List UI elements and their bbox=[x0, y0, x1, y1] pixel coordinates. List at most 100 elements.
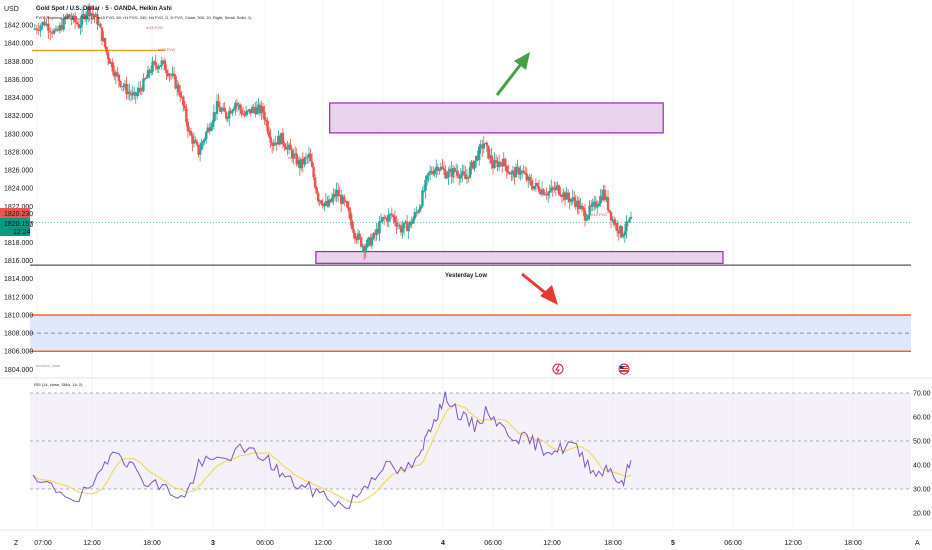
candle-body bbox=[393, 216, 397, 223]
symbol-title[interactable]: Gold Spot / U.S. Dollar · 5 · OANDA, Hei… bbox=[36, 6, 172, 12]
candle-body bbox=[479, 144, 482, 147]
blue-band-zone[interactable] bbox=[30, 314, 911, 352]
price-pane[interactable] bbox=[30, 0, 911, 375]
candle-body bbox=[468, 167, 472, 178]
candle-body bbox=[614, 222, 617, 225]
candle-body bbox=[45, 23, 48, 26]
candle-body bbox=[392, 215, 395, 217]
candle-body bbox=[445, 177, 449, 179]
candle-body bbox=[402, 222, 406, 229]
yesterday-low-zone[interactable] bbox=[315, 250, 724, 264]
candle-body bbox=[508, 172, 512, 175]
candle-body bbox=[315, 187, 318, 194]
price-tick-label: 1810.000 bbox=[4, 312, 33, 319]
candle-body bbox=[525, 173, 528, 181]
rsi-tick-label: 50.00 bbox=[913, 439, 931, 446]
candle-body bbox=[605, 197, 608, 200]
candle-body bbox=[620, 226, 623, 237]
time-axis[interactable]: 07:00 12:00 18:00 3 06:00 12:00 18:00 4 06:00 12:… bbox=[34, 540, 862, 547]
candle-body bbox=[390, 213, 393, 216]
candle-body bbox=[79, 24, 82, 28]
candlestick-series[interactable] bbox=[33, 3, 633, 261]
candle-body bbox=[197, 144, 200, 155]
candle-body bbox=[110, 62, 113, 64]
candle-body bbox=[106, 52, 110, 59]
candle-body bbox=[432, 173, 435, 175]
candle-body bbox=[513, 170, 516, 178]
rsi-ma-line[interactable] bbox=[32, 404, 632, 504]
candle-body bbox=[156, 65, 159, 69]
candle-body bbox=[313, 177, 317, 188]
candle-body bbox=[511, 170, 515, 173]
candle-body bbox=[619, 226, 622, 234]
time-tick-label: 06:00 bbox=[256, 540, 274, 547]
candle-body bbox=[312, 166, 315, 178]
price-axis[interactable]: 1842.000 1840.000 1838.000 1836.000 1834.000… bbox=[4, 23, 33, 374]
candle-body bbox=[603, 189, 607, 200]
candle-body bbox=[215, 101, 219, 114]
candle-body bbox=[336, 189, 340, 197]
candle-body bbox=[205, 132, 208, 139]
candle-body bbox=[381, 217, 384, 221]
candle-body bbox=[105, 47, 108, 53]
candle-body bbox=[565, 192, 568, 200]
price-badge-green: 1820.157 12:24 bbox=[0, 218, 33, 236]
candle-body bbox=[404, 221, 407, 223]
candle-body bbox=[629, 216, 633, 219]
candle-body bbox=[359, 237, 363, 247]
candle-body bbox=[356, 233, 360, 240]
candle-body bbox=[211, 122, 214, 128]
candle-body bbox=[591, 203, 594, 207]
time-tick-label: 3 bbox=[211, 540, 215, 547]
candle-body bbox=[249, 109, 252, 114]
candle-body bbox=[461, 171, 464, 175]
candle-body bbox=[577, 200, 581, 210]
candle-body bbox=[286, 146, 289, 150]
candle-body bbox=[455, 170, 458, 172]
candle-body bbox=[378, 221, 381, 234]
candle-body bbox=[260, 106, 263, 114]
candle-body bbox=[623, 231, 627, 235]
candle-body bbox=[120, 86, 124, 88]
candle-body bbox=[540, 189, 544, 195]
us-flag-icon[interactable] bbox=[618, 363, 630, 375]
candle-body bbox=[519, 172, 522, 175]
candle-body bbox=[386, 217, 389, 222]
rsi-levels bbox=[30, 392, 911, 490]
candle-body bbox=[143, 78, 147, 80]
indicator-line[interactable]: FVG (Naphew_BB, 1, 1, FVG, 15, m15 FVG, … bbox=[36, 15, 252, 20]
arrow-up-icon[interactable] bbox=[495, 52, 530, 96]
arrow-down-icon[interactable] bbox=[521, 272, 558, 305]
candle-body bbox=[146, 69, 150, 78]
candle-body bbox=[192, 140, 196, 144]
event-flash-icon[interactable] bbox=[552, 363, 564, 375]
rsi-line[interactable] bbox=[32, 391, 632, 509]
candle-body bbox=[93, 15, 96, 17]
time-tick-label: 12:00 bbox=[543, 540, 561, 547]
candle-body bbox=[484, 142, 487, 144]
candle-body bbox=[427, 172, 430, 176]
candle-body bbox=[85, 14, 88, 20]
candle-body bbox=[447, 171, 450, 178]
candle-body bbox=[87, 6, 90, 15]
candle-body bbox=[116, 72, 119, 75]
candle-body bbox=[136, 92, 139, 96]
upper-fvg-zone[interactable] bbox=[329, 102, 664, 134]
candle-body bbox=[283, 143, 286, 147]
rsi-title[interactable]: RSI (14, close, SMA, 14, 2) bbox=[34, 382, 83, 387]
candle-body bbox=[102, 38, 105, 41]
candle-body bbox=[160, 60, 163, 66]
auto-scale-a[interactable]: A bbox=[915, 540, 920, 547]
price-tick-label: 1836.000 bbox=[4, 77, 33, 84]
timezone-z[interactable]: Z bbox=[14, 540, 19, 547]
candle-body bbox=[514, 167, 518, 178]
candle-body bbox=[600, 196, 604, 201]
candle-body bbox=[451, 168, 455, 177]
candle-body bbox=[421, 190, 424, 207]
candle-body bbox=[203, 138, 206, 141]
candle-body bbox=[464, 174, 467, 179]
fvg-tag-3: m15 FVG bbox=[288, 155, 305, 160]
rsi-axis[interactable]: 70.00 60.00 50.00 40.00 30.00 20.00 bbox=[913, 391, 931, 518]
candle-body bbox=[470, 161, 473, 168]
